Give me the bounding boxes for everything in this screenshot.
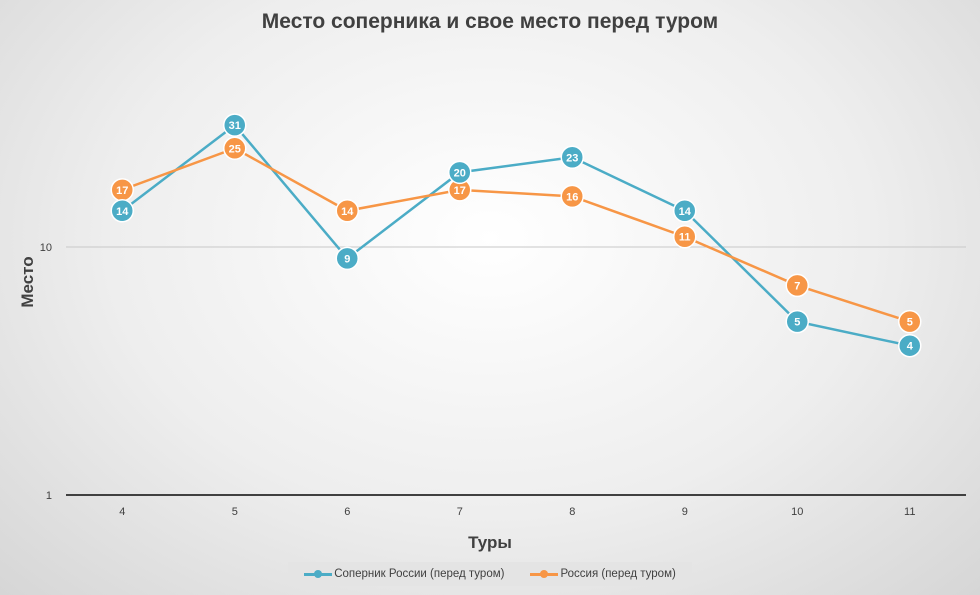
data-label: 14 xyxy=(116,206,129,218)
data-label: 5 xyxy=(907,317,913,329)
legend-marker-russia xyxy=(530,570,559,578)
x-tick-label: 4 xyxy=(119,506,125,518)
x-tick-label: 5 xyxy=(232,506,238,518)
data-point xyxy=(335,246,359,271)
data-label: 23 xyxy=(566,152,578,164)
y-tick-label: 1 xyxy=(46,490,52,502)
legend-item-russia: Россия (перед туром) xyxy=(530,568,676,580)
data-point xyxy=(898,333,922,358)
series-line-1 xyxy=(121,146,911,323)
data-label: 17 xyxy=(454,185,466,197)
x-tick-label: 6 xyxy=(344,506,350,518)
data-label: 11 xyxy=(679,232,691,244)
data-label: 14 xyxy=(679,206,692,218)
legend: Соперник России (перед туром) Россия (пе… xyxy=(288,562,692,586)
legend-item-opponent: Соперник России (перед туром) xyxy=(304,568,504,580)
data-label: 20 xyxy=(454,167,466,179)
x-tick-label: 9 xyxy=(682,506,688,518)
data-label: 25 xyxy=(229,143,241,155)
data-point xyxy=(785,273,809,298)
data-point xyxy=(898,309,922,334)
data-point xyxy=(673,224,697,249)
data-point xyxy=(785,309,809,334)
data-label: 9 xyxy=(344,253,350,265)
data-point xyxy=(448,160,472,185)
data-point xyxy=(560,184,584,209)
x-axis-label: Туры xyxy=(468,533,512,552)
data-label: 14 xyxy=(341,206,354,218)
legend-label: Соперник России (перед туром) xyxy=(334,568,505,580)
y-tick-label: 10 xyxy=(40,242,52,254)
data-label: 7 xyxy=(794,280,800,292)
data-point xyxy=(223,113,247,137)
x-tick-label: 10 xyxy=(791,506,803,518)
data-point xyxy=(223,136,247,161)
legend-label: Россия (перед туром) xyxy=(560,568,676,580)
data-point xyxy=(560,145,584,170)
data-label: 31 xyxy=(229,120,241,132)
data-point xyxy=(335,199,359,223)
data-point xyxy=(673,199,697,223)
chart-title: Место соперника и свое место перед туром xyxy=(261,10,719,33)
x-tick-label: 7 xyxy=(457,506,463,518)
data-point xyxy=(110,199,134,223)
legend-marker-opponent xyxy=(304,570,333,578)
data-label: 16 xyxy=(566,191,578,203)
data-label: 5 xyxy=(794,317,800,329)
series-line-0 xyxy=(121,123,911,347)
data-label: 4 xyxy=(907,341,914,353)
x-tick-label: 8 xyxy=(569,506,575,518)
x-tick-label: 11 xyxy=(904,506,915,518)
data-label: 17 xyxy=(116,185,128,197)
